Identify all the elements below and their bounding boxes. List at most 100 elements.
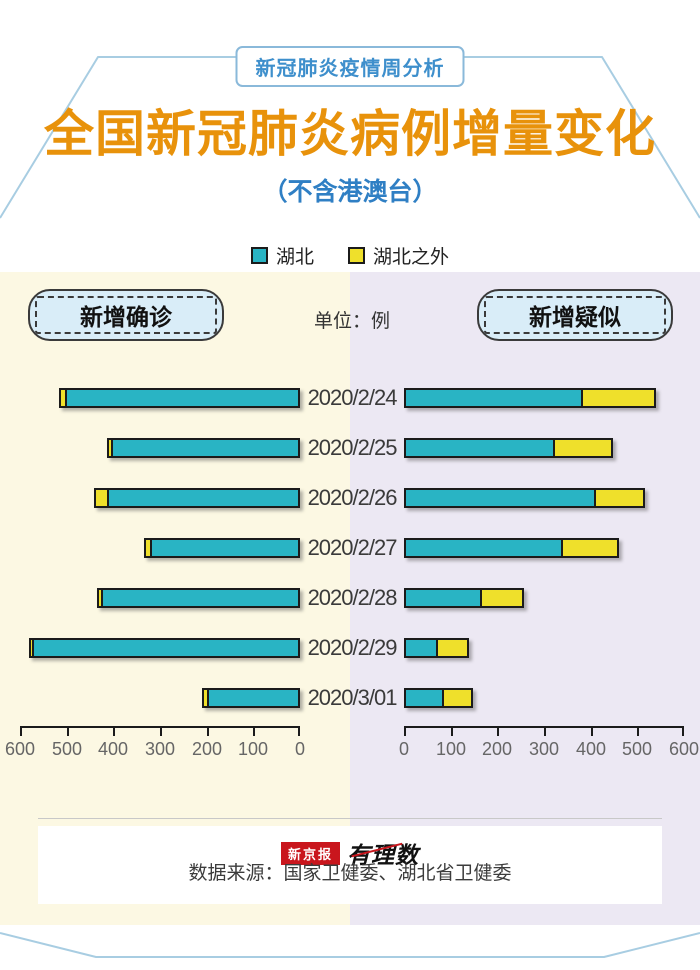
bar-segment-other [31,640,32,656]
series-badge: 新冠肺炎疫情周分析 [235,46,465,87]
page-title: 全国新冠肺炎病例增量变化 [44,106,656,162]
bar [59,388,300,408]
axis-tick [497,726,499,736]
bar-segment-other [61,390,65,406]
suspected-section-label: 新增疑似 [484,296,666,334]
confirmed-bar-track [20,388,300,408]
bar [94,488,300,508]
bar-segment-other [99,590,101,606]
bar-segment-other [561,540,617,556]
axis-tick [298,726,300,736]
bar [97,588,300,608]
axis-tick [160,726,162,736]
axis-tick [253,726,255,736]
bar-segment-hubei [65,390,298,406]
axis-tick-label: 0 [294,739,305,759]
bar-segment-hubei [107,490,298,506]
axis-tick-label: 300 [144,739,176,759]
bar-segment-other [553,440,611,456]
chart-row: 2020/2/26 [0,485,700,510]
bar [404,388,656,408]
date-label: 2020/2/24 [307,385,398,410]
bar-segment-other [109,440,111,456]
axis-tick [451,726,453,736]
bar-segment-hubei [406,390,581,406]
bar-segment-hubei [406,490,594,506]
bar [107,438,300,458]
suspected-bar-track [404,688,684,708]
bar-segment-hubei [32,640,298,656]
bar-segment-hubei [406,540,561,556]
bar [404,438,613,458]
date-label: 2020/3/01 [307,685,398,710]
suspected-bar-track [404,438,684,458]
axis-tick [113,726,115,736]
bar [404,538,619,558]
data-source: 数据来源：国家卫健委、湖北省卫健委 [188,863,512,884]
legend: 湖北 湖北之外 [0,242,700,269]
axis-tick-label: 200 [191,739,223,759]
confirmed-section-label-box: 新增确诊 [28,289,224,341]
bar-segment-other [480,590,522,606]
bar [404,488,645,508]
axis-tick [682,726,684,736]
axis-tick [67,726,69,736]
axis-tick-label: 400 [575,739,607,759]
date-label: 2020/2/25 [307,435,398,460]
other-swatch-icon [348,247,365,264]
legend-label: 湖北 [275,247,314,268]
date-label: 2020/2/28 [307,585,398,610]
suspected-bar-track [404,638,684,658]
suspected-bar-track [404,488,684,508]
bar-segment-hubei [406,590,480,606]
confirmed-bar-track [20,638,300,658]
date-label: 2020/2/26 [307,485,398,510]
bar-segment-hubei [207,690,298,706]
axis-tick-label: 100 [435,739,467,759]
suspected-axis: 0 100 200 300 400 500 600 [399,726,699,762]
suspected-section-label-box: 新增疑似 [477,289,673,341]
axis-tick-label: 400 [97,739,129,759]
unit-label: 单位：例 [313,311,390,332]
chart-row: 2020/2/25 [0,435,700,460]
axis-tick [404,726,406,736]
bar-segment-other [146,540,150,556]
axis-tick-label: 300 [528,739,560,759]
axis-tick-label: 500 [51,739,83,759]
axis-tick [544,726,546,736]
axis-tick-label: 100 [237,739,269,759]
chart-row: 2020/2/29 [0,637,700,659]
chart-row: 2020/2/28 [0,585,700,610]
bar-segment-other [581,390,654,406]
bar-segment-other [442,690,471,706]
beijing-news-logo: 新京报 [280,841,340,865]
bar-segment-other [204,690,207,706]
axis-tick-label: 200 [481,739,513,759]
hubei-swatch-icon [250,247,268,264]
legend-label: 湖北之外 [373,247,450,268]
axis-tick-label: 500 [621,739,653,759]
confirmed-bar-track [20,438,300,458]
confirmed-bar-track [20,538,300,558]
axis-tick-label: 0 [398,739,409,759]
page-subtitle: （不含港澳台） [262,178,438,206]
axis-tick-label: 600 [668,739,700,759]
confirmed-bar-track [20,688,300,708]
suspected-bar-track [404,538,684,558]
bar-segment-other [594,490,643,506]
legend-item-hubei: 湖北 [250,242,314,269]
suspected-bar-track [404,588,684,608]
axis-tick [591,726,593,736]
bar-segment-hubei [111,440,298,456]
bar [29,638,300,658]
axis-tick [207,726,209,736]
bar [404,688,473,708]
confirmed-bar-track [20,488,300,508]
bar-segment-hubei [101,590,298,606]
axis-tick [637,726,639,736]
bar-segment-other [96,490,107,506]
bar [202,688,300,708]
chart-row: 2020/2/24 [0,385,700,410]
confirmed-section-label: 新增确诊 [35,296,217,334]
